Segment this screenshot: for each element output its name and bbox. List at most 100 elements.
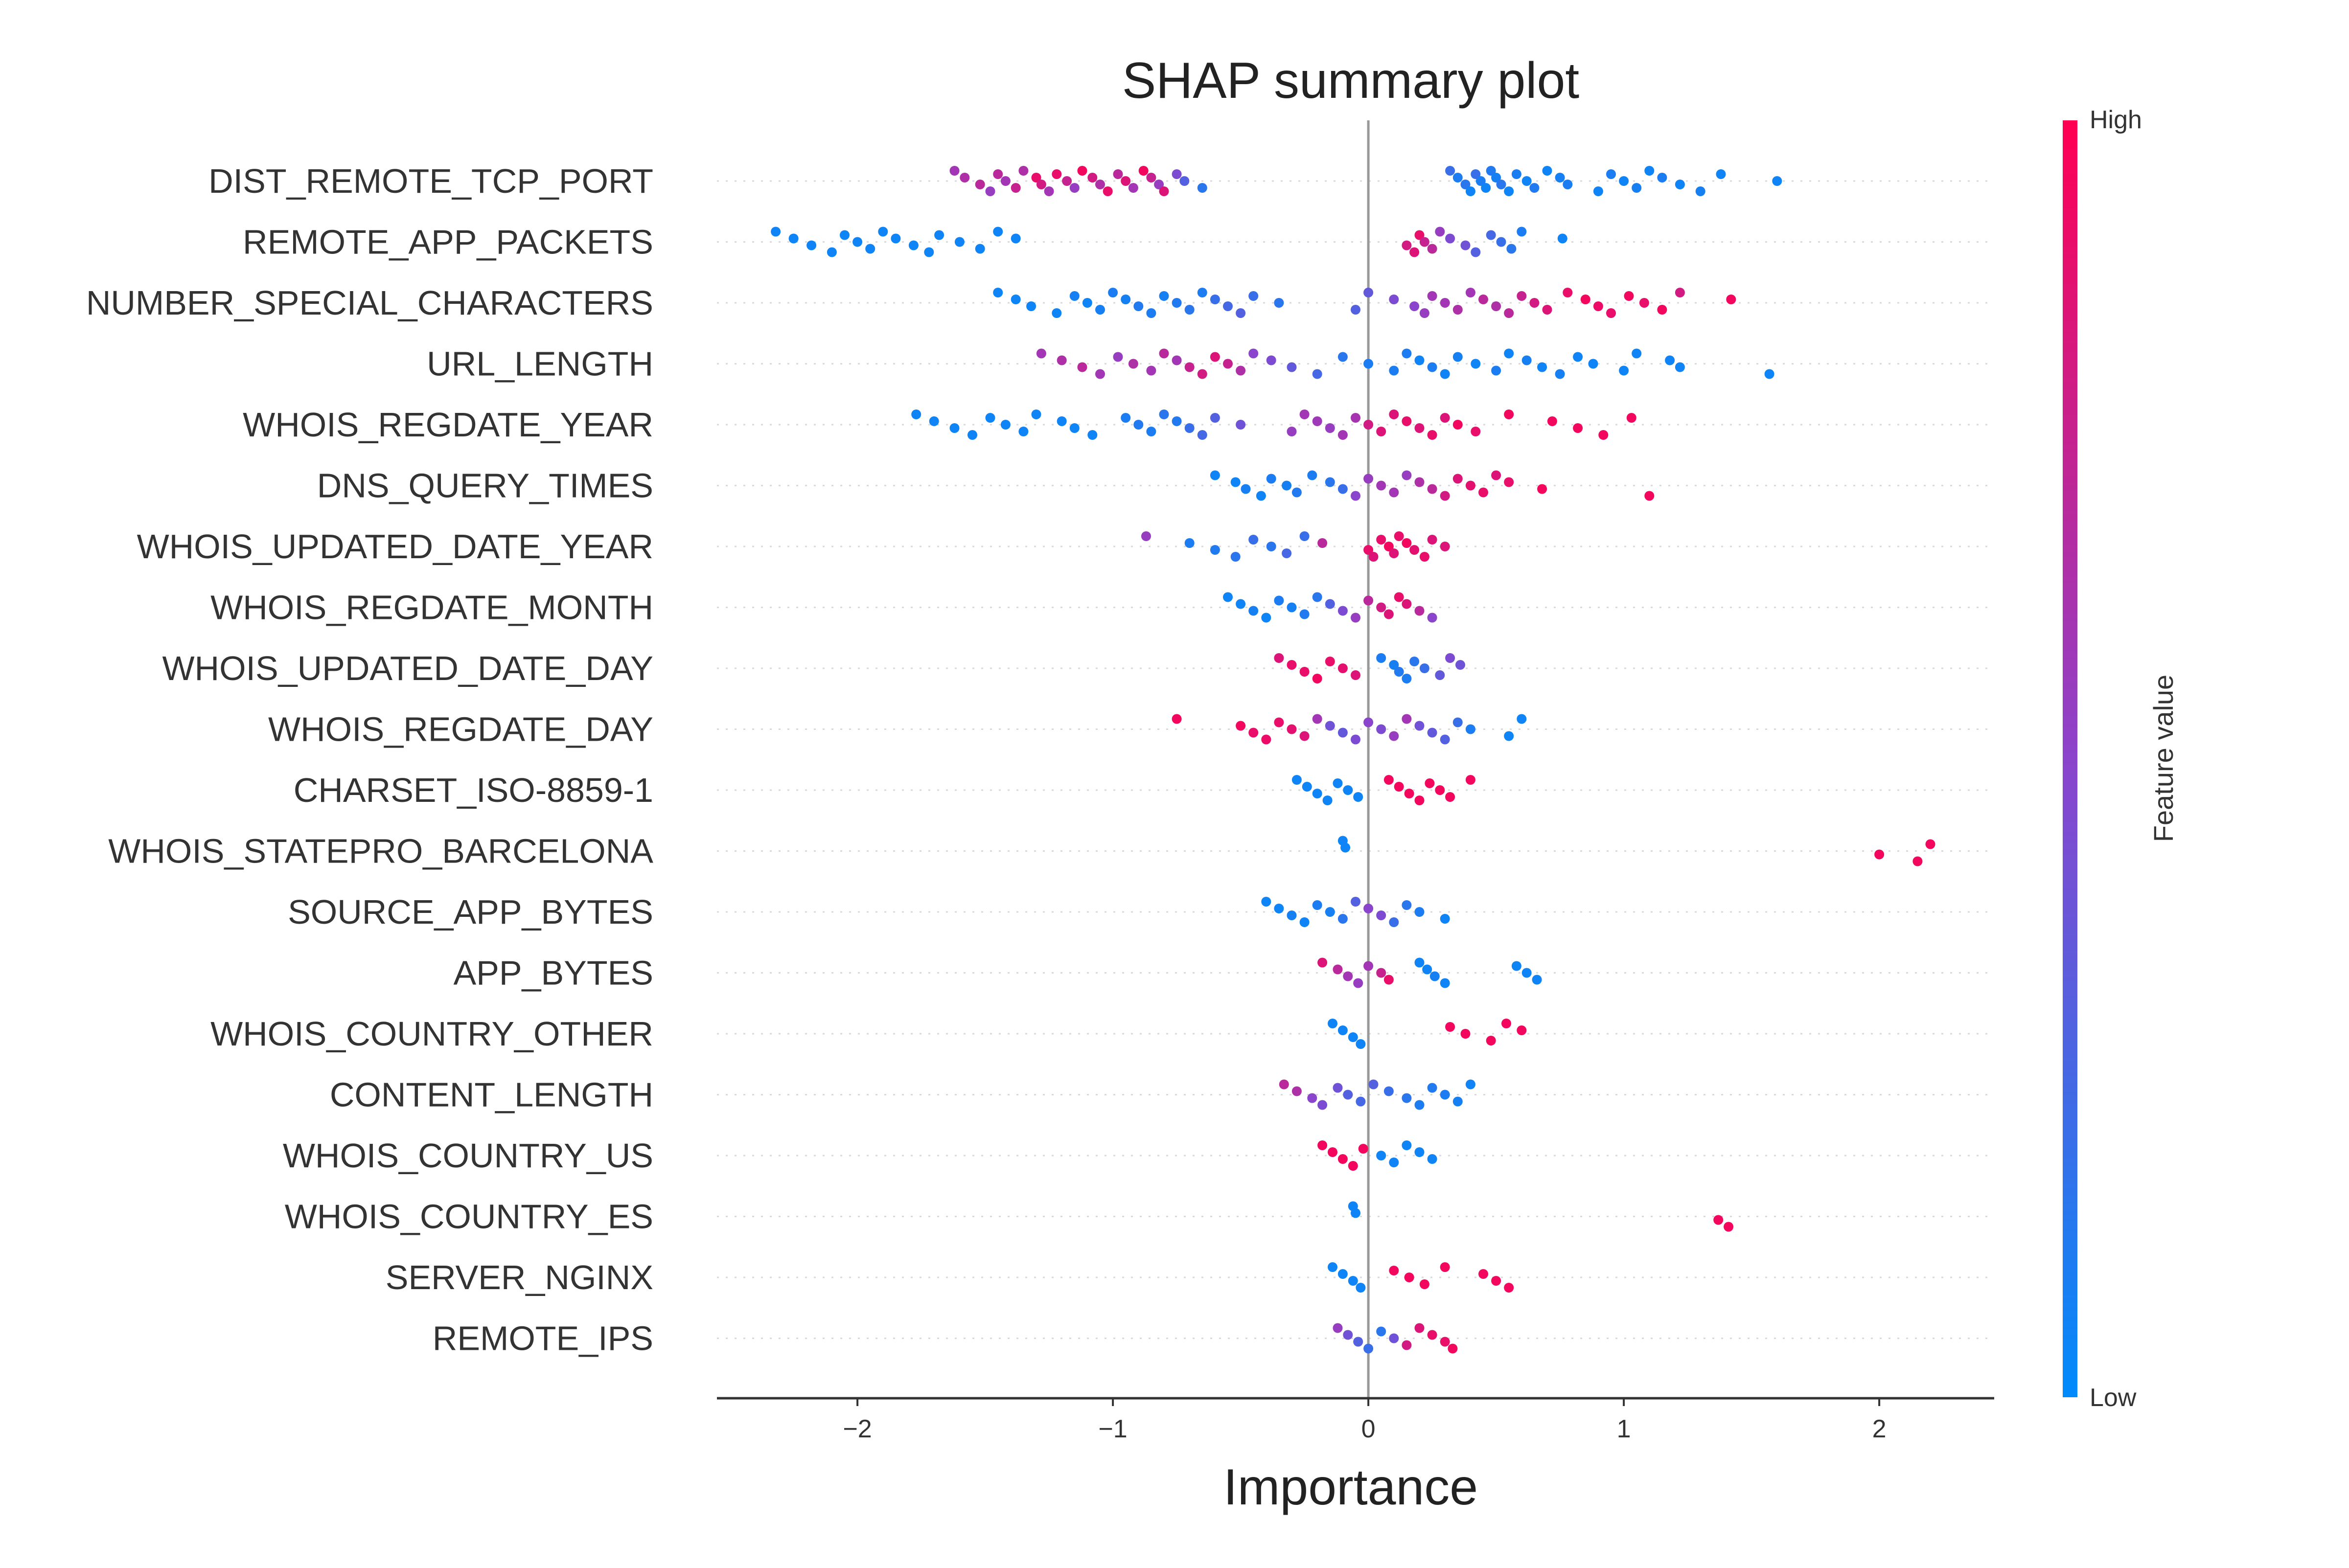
shap-point [1409, 657, 1420, 666]
shap-point [1312, 416, 1322, 426]
shap-point [1389, 731, 1399, 741]
shap-point [1287, 660, 1297, 670]
x-tick-label: 0 [1361, 1415, 1376, 1443]
shap-point [1337, 606, 1348, 616]
shap-point [1172, 169, 1182, 179]
shap-point [1353, 978, 1363, 988]
shap-point [1337, 1154, 1348, 1164]
shap-point [1496, 180, 1506, 189]
shap-point [1657, 305, 1667, 315]
shap-point [806, 240, 817, 250]
shap-point [865, 244, 875, 254]
shap-point [1555, 173, 1565, 182]
shap-point [1478, 1269, 1488, 1279]
shap-point [1504, 1283, 1514, 1293]
shap-point [1471, 169, 1481, 179]
shap-point [1236, 420, 1246, 430]
shap-point [1414, 1323, 1425, 1333]
shap-point [1172, 416, 1182, 426]
x-tick-label: −2 [843, 1415, 872, 1443]
shap-point [1716, 169, 1726, 179]
shap-point [1325, 657, 1335, 666]
shap-point [1695, 186, 1705, 196]
shap-point [1351, 413, 1360, 423]
shap-point [1184, 423, 1195, 433]
shap-point [1274, 298, 1284, 308]
shap-point [1291, 1086, 1302, 1096]
feature-label-whois-country-es: WHOIS_COUNTRY_ES [285, 1198, 653, 1236]
shap-point [1389, 365, 1399, 376]
shap-point [1529, 298, 1540, 308]
shap-point [1414, 477, 1425, 487]
shap-point [1389, 1266, 1399, 1275]
shap-point [1414, 606, 1425, 616]
shap-point [1121, 176, 1131, 186]
shap-point [1108, 288, 1118, 297]
shap-point [949, 166, 960, 176]
shap-point [1593, 301, 1603, 311]
shap-point [1307, 470, 1317, 480]
shap-point [1197, 288, 1207, 297]
shap-point [1031, 173, 1041, 182]
shap-point [1317, 1140, 1328, 1150]
shap-point [1302, 782, 1312, 792]
shap-point [1356, 1283, 1366, 1293]
shap-point [1095, 305, 1105, 315]
shap-point [1363, 359, 1374, 369]
shap-point [1529, 183, 1540, 193]
shap-point [1337, 1269, 1348, 1279]
shap-point [1452, 420, 1463, 430]
shap-point [1427, 727, 1437, 738]
shap-point [840, 230, 850, 240]
shap-point [1312, 714, 1322, 724]
shap-point [1348, 1276, 1358, 1286]
shap-point [1351, 613, 1360, 623]
shap-point [1133, 420, 1144, 430]
shap-point [911, 409, 921, 419]
shap-point [1351, 670, 1360, 680]
shap-point [1011, 295, 1021, 304]
shap-point [1146, 173, 1156, 182]
shap-point [1481, 183, 1491, 193]
shap-point [1230, 477, 1241, 487]
feature-label-dns-query-times: DNS_QUERY_TIMES [317, 467, 653, 505]
shap-point [1184, 305, 1195, 315]
shap-point [1389, 409, 1399, 419]
shap-point [1414, 795, 1425, 805]
shap-point [1241, 484, 1251, 494]
colorbar-title: Feature value [2148, 675, 2179, 842]
grid-lines [717, 180, 1994, 1339]
shap-point [1521, 968, 1532, 978]
shap-point [1440, 413, 1450, 423]
shap-point [1455, 660, 1465, 670]
shap-point [1632, 348, 1642, 359]
shap-point [1376, 724, 1386, 734]
shap-point [1465, 186, 1475, 196]
shap-point [1452, 173, 1463, 182]
shap-point [1363, 961, 1374, 971]
shap-point [1425, 778, 1435, 788]
shap-point [1368, 1079, 1379, 1090]
shap-point [1113, 352, 1123, 362]
shap-point [1337, 914, 1348, 924]
shap-point [1146, 365, 1156, 376]
shap-point [1419, 308, 1429, 318]
shap-point [1511, 169, 1521, 179]
shap-point [1069, 183, 1080, 193]
shap-point [1113, 169, 1123, 179]
shap-point [1236, 308, 1246, 318]
shap-point [1440, 978, 1450, 988]
x-axis-label: Importance [1223, 1459, 1478, 1516]
shap-point [1504, 308, 1514, 318]
shap-point [1223, 301, 1233, 311]
shap-point [1210, 352, 1220, 362]
shap-point [1409, 545, 1420, 555]
shap-point [1383, 542, 1394, 551]
shap-point [1348, 1032, 1358, 1042]
shap-point [1261, 897, 1271, 907]
shap-point [1440, 914, 1450, 924]
shap-point [1383, 609, 1394, 619]
shap-point [1517, 1025, 1527, 1035]
shap-point [1363, 1343, 1374, 1354]
shap-point [1358, 1144, 1368, 1154]
